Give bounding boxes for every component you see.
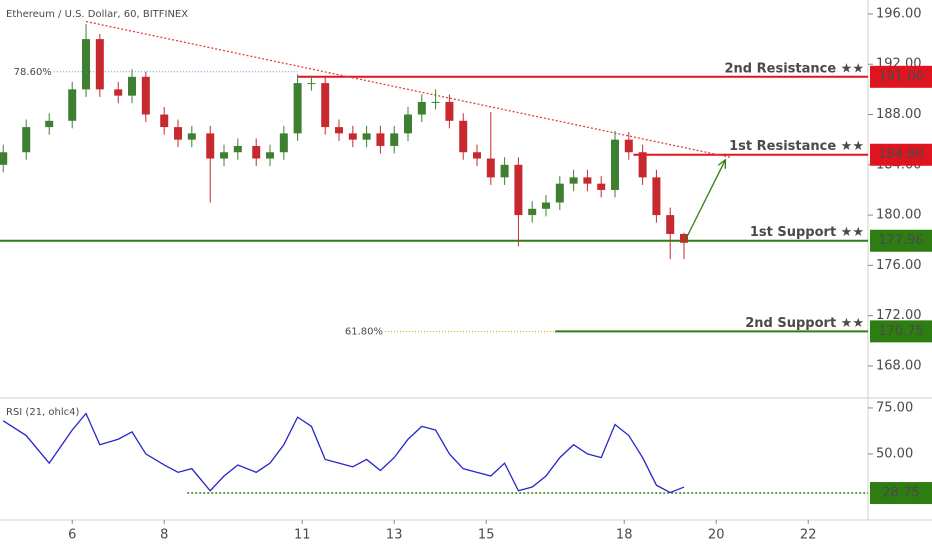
x-tick-label: 13 bbox=[386, 528, 403, 543]
rsi-line bbox=[2, 412, 685, 494]
candle-body bbox=[500, 164, 509, 178]
level-badge bbox=[870, 320, 932, 343]
x-tick-label: 15 bbox=[478, 528, 495, 543]
rsi-tick-label: 75.00 bbox=[876, 400, 913, 415]
candle-body bbox=[652, 177, 661, 216]
y-tick-label: 188.00 bbox=[876, 107, 922, 122]
candle-body bbox=[528, 208, 537, 216]
candle-body bbox=[141, 76, 150, 115]
level-badge bbox=[870, 65, 932, 88]
candle-body bbox=[583, 177, 592, 184]
y-tick-label: 196.00 bbox=[876, 6, 922, 21]
candle-body bbox=[445, 101, 454, 121]
candle-body bbox=[206, 133, 215, 159]
y-tick-label: 168.00 bbox=[876, 358, 922, 373]
rsi-tick-label: 50.00 bbox=[876, 446, 913, 461]
level-value: 170.75 bbox=[878, 324, 924, 339]
candle-body bbox=[362, 133, 371, 140]
level-value: 184.80 bbox=[878, 147, 924, 162]
x-tick-label: 18 bbox=[616, 528, 633, 543]
candle-body bbox=[114, 89, 123, 96]
chart-title: Ethereum / U.S. Dollar, 60, BITFINEX bbox=[6, 9, 188, 20]
candle-body bbox=[128, 76, 137, 96]
level-name: 1st Resistance ★★ bbox=[729, 139, 864, 154]
candle-body bbox=[569, 177, 578, 184]
y-tick-label: 176.00 bbox=[876, 258, 922, 273]
candle-body bbox=[293, 83, 302, 134]
level-value: 191.00 bbox=[878, 69, 924, 84]
candle-body bbox=[680, 233, 689, 243]
candle-body bbox=[187, 133, 196, 140]
candle-body bbox=[486, 158, 495, 178]
candle-body bbox=[68, 89, 77, 121]
candle-body bbox=[233, 145, 242, 153]
arrow-head bbox=[717, 158, 727, 169]
candle-body bbox=[252, 145, 261, 159]
candle-body bbox=[321, 83, 330, 128]
trendline bbox=[85, 20, 731, 158]
fib-label: 78.60% bbox=[14, 67, 52, 78]
candle-body bbox=[376, 133, 385, 146]
level-badge bbox=[870, 229, 932, 252]
candle-body bbox=[220, 152, 229, 159]
candle-body bbox=[307, 83, 316, 85]
level-badge bbox=[870, 143, 932, 166]
x-tick-label: 8 bbox=[160, 528, 168, 543]
level-name: 2nd Resistance ★★ bbox=[725, 61, 865, 76]
candle-body bbox=[666, 215, 675, 234]
x-tick-label: 6 bbox=[68, 528, 76, 543]
candle-body bbox=[22, 127, 31, 153]
x-tick-label: 22 bbox=[800, 528, 817, 543]
rsi-level-badge bbox=[870, 482, 932, 505]
rsi-level-value: 28.75 bbox=[882, 486, 919, 501]
level-value: 177.96 bbox=[878, 233, 924, 248]
projection-arrow bbox=[683, 159, 726, 244]
candle-body bbox=[459, 120, 468, 153]
candle-body bbox=[45, 120, 54, 128]
candle-body bbox=[542, 202, 551, 209]
y-tick-label: 172.00 bbox=[876, 308, 922, 323]
rsi-label: RSI (21, ohlc4) bbox=[6, 407, 80, 418]
candle-body bbox=[95, 39, 104, 90]
candle-body bbox=[404, 114, 413, 134]
candle-body bbox=[417, 101, 426, 115]
level-name: 2nd Support ★★ bbox=[745, 316, 864, 331]
candle-body bbox=[390, 133, 399, 146]
y-tick-label: 180.00 bbox=[876, 208, 922, 223]
candle-body bbox=[82, 39, 91, 90]
candle-body bbox=[624, 139, 633, 153]
candle-body bbox=[279, 133, 288, 153]
candle-body bbox=[335, 127, 344, 134]
candle-body bbox=[638, 152, 647, 178]
x-tick-label: 11 bbox=[294, 528, 311, 543]
candle-body bbox=[473, 152, 482, 159]
candle-body bbox=[611, 139, 620, 190]
candle-body bbox=[555, 183, 564, 203]
candle-body bbox=[348, 133, 357, 140]
candle-body bbox=[514, 164, 523, 216]
candle-body bbox=[597, 183, 606, 190]
candle-body bbox=[266, 152, 275, 159]
candle-body bbox=[174, 127, 183, 140]
x-tick-label: 20 bbox=[708, 528, 725, 543]
candle-body bbox=[160, 114, 169, 128]
candle-body bbox=[431, 101, 440, 103]
candle-body bbox=[0, 152, 8, 165]
level-name: 1st Support ★★ bbox=[750, 225, 864, 240]
fib-label: 61.80% bbox=[345, 326, 383, 337]
